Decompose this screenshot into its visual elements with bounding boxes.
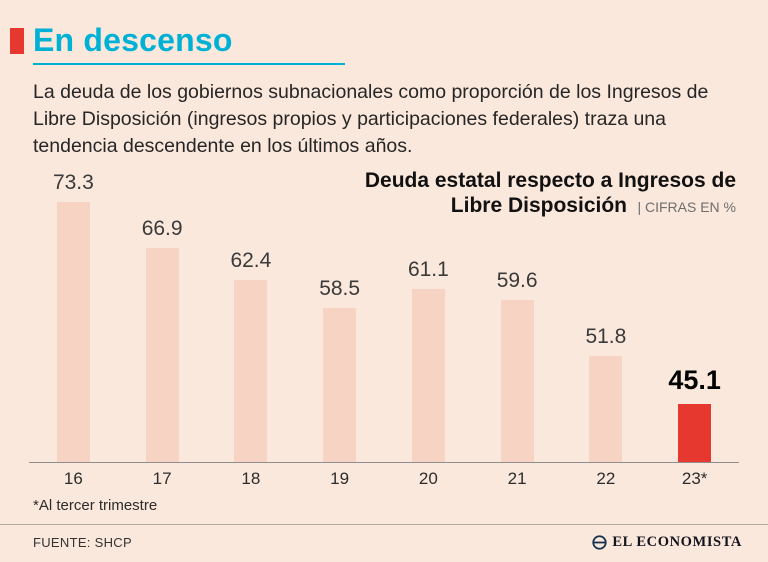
x-tick-label: 20 [418,468,438,488]
bar-chart-section: Deuda estatal respecto a Ingresos de Lib… [29,166,739,489]
bar-column: 62.4 [207,249,296,462]
footer: FUENTE: SHCP EL ECONOMISTA [0,525,768,551]
bar-column: 51.8 [562,325,651,462]
bar-value-label: 73.3 [52,170,94,194]
el-economista-logo-icon [592,535,608,550]
footer-divider [0,523,768,525]
x-tick-label: 21 [507,468,527,488]
bar-column: 73.3 [29,171,118,462]
x-tick-label: 23* [681,468,708,488]
bar-value-label: 62.4 [230,248,272,272]
page-title: En descenso [33,22,233,58]
x-tick-label: 18 [241,468,261,488]
bar-column: 59.6 [473,269,562,462]
chart-subtitle-text: | CIFRAS EN % [637,199,736,216]
bar-column: 58.5 [295,277,384,462]
x-tick-label: 19 [330,468,350,488]
bar-column: 66.9 [118,217,207,462]
bar-value-label: 51.8 [585,324,627,348]
bar-column: 45.1 [650,365,739,462]
bar-chart-plot: 73.3 66.9 62.4 58.5 61.1 59.6 51.8 45.1 [29,166,739,462]
x-axis-ticks: 16 17 18 19 20 21 22 23* [29,463,739,489]
header: En descenso La deuda de los gobiernos su… [0,0,768,160]
chart-title: Deuda estatal respecto a Ingresos de Lib… [336,168,736,219]
brand-text: EL ECONOMISTA [612,533,742,550]
bar [145,247,179,462]
chart-title-text: Deuda estatal respecto a Ingresos de Lib… [364,168,736,218]
accent-square [10,28,24,54]
bar-value-label: 45.1 [668,364,721,395]
bar [589,355,623,462]
bar [323,307,357,462]
bar-highlighted [678,403,712,462]
x-tick-label: 17 [152,468,172,488]
brand: EL ECONOMISTA [592,534,742,551]
bar [234,279,268,462]
bar [56,201,90,462]
title-row: En descenso [0,0,768,59]
bar-value-label: 66.9 [141,216,183,240]
x-axis-line [29,461,739,463]
bar [500,299,534,462]
x-tick-label: 22 [596,468,616,488]
bar-column: 61.1 [384,258,473,462]
x-tick-label: 16 [63,468,83,488]
bar-value-label: 59.6 [496,268,538,292]
bar [411,288,445,462]
footnote: *Al tercer trimestre [33,496,158,514]
source: FUENTE: SHCP [33,534,132,550]
bar-value-label: 61.1 [407,257,449,281]
title-underline [33,63,345,65]
bar-value-label: 58.5 [319,276,361,300]
description: La deuda de los gobiernos subnacionales … [33,81,709,157]
